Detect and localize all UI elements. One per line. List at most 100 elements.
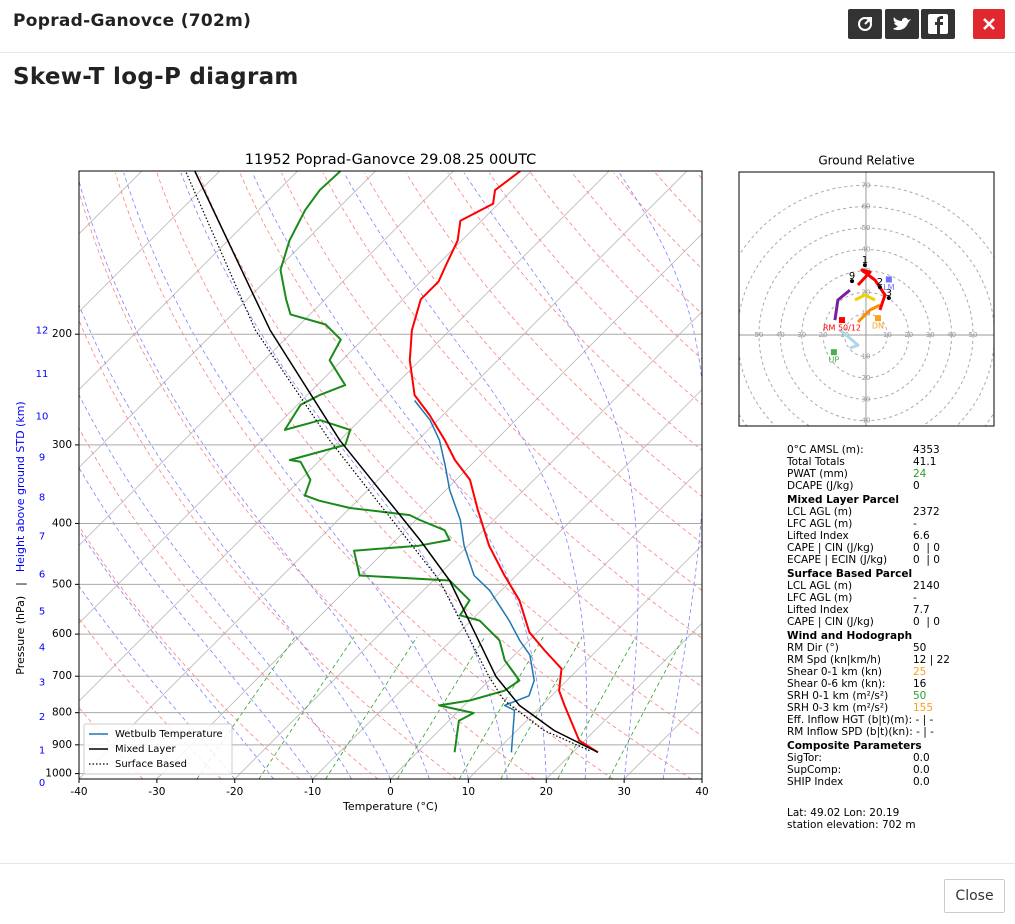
dry-adiabat — [239, 172, 702, 688]
twitter-button[interactable] — [885, 9, 919, 39]
stats-row: Lifted Index 7.7 — [787, 604, 950, 616]
height-point — [850, 279, 855, 284]
hodograph-line — [856, 268, 887, 311]
ring-label: 10 — [862, 352, 871, 360]
hodograph-line — [839, 328, 860, 350]
location-line: Lat: 49.02 Lon: 20.19 — [787, 807, 950, 819]
profile-line — [194, 171, 599, 753]
label-separator: | — [14, 582, 27, 586]
stats-label: LFC AGL (m) — [787, 592, 853, 604]
y-tick-label: 900 — [52, 739, 72, 751]
dry-adiabat — [322, 172, 702, 591]
stats-heading-text: Mixed Layer Parcel — [787, 494, 899, 506]
stats-label: SupComp: — [787, 764, 842, 776]
x-tick-label: -20 — [226, 786, 243, 798]
stats-row: DCAPE (J/kg) 0 — [787, 480, 950, 492]
close-button[interactable]: Close — [944, 879, 1005, 913]
charts: -40 -30 -20 -10 0 10 20 30 402003004005006007008… — [14, 152, 995, 813]
stats-value: 50 — [913, 642, 927, 654]
height-label: 9 — [849, 271, 855, 282]
y-tick-label: 700 — [52, 670, 72, 682]
stats-heading: Surface Based Parcel — [787, 568, 950, 580]
height-tick-label: 9 — [39, 453, 45, 464]
stats-row: LCL AGL (m) 2372 — [787, 506, 950, 518]
stats-label: Lifted Index — [787, 604, 849, 616]
moist-adiabat — [79, 303, 391, 779]
ring-label: 50 — [969, 331, 978, 339]
isotherm — [79, 171, 376, 469]
stats-value: 6.6 — [913, 530, 930, 542]
height-tick-label: 10 — [36, 411, 49, 422]
isotherm — [79, 171, 221, 313]
height-tick-label: 3 — [39, 678, 45, 689]
stats-label: Lifted Index — [787, 530, 849, 542]
stats-label: ECAPE | ECIN (J/kg) — [787, 554, 888, 566]
share-button[interactable] — [848, 9, 882, 39]
legend-label: Wetbulb Temperature — [115, 729, 223, 740]
header-divider — [0, 52, 1015, 53]
stats-row: SRH 0-1 km (m²/s²) 50 — [787, 690, 950, 702]
moist-adiabat — [79, 585, 236, 779]
dry-adiabat — [281, 172, 702, 639]
height-tick-label: 1 — [39, 745, 45, 756]
stats-label: PWAT (mm) — [787, 468, 848, 480]
height-tick-label: 7 — [39, 532, 45, 543]
dry-adiabat — [364, 172, 702, 544]
stats-row: LFC AGL (m) - — [787, 518, 950, 530]
moist-adiabat — [463, 172, 639, 779]
close-icon-button[interactable] — [973, 9, 1005, 39]
motion-marker — [830, 349, 837, 356]
isotherm — [390, 466, 702, 779]
moist-adiabat — [343, 172, 588, 779]
ring-label: 70 — [862, 181, 871, 189]
isotherm — [234, 311, 702, 779]
height-tick-label: 2 — [39, 712, 45, 723]
height-label: 1 — [862, 255, 868, 266]
height-label: Height above ground STD (km) — [14, 401, 27, 572]
ring-label: 40 — [947, 331, 956, 339]
stats-heading-text: Wind and Hodograph — [787, 630, 913, 642]
stats-heading-text: Surface Based Parcel — [787, 568, 913, 580]
legend-label: Mixed Layer — [115, 744, 176, 755]
moist-adiabat — [180, 172, 508, 779]
stats-value: 0.0 — [913, 776, 930, 788]
dry-adiabat — [405, 172, 702, 498]
stats-value: 16 — [913, 678, 927, 690]
footer-divider — [0, 863, 1015, 864]
modal-title: Poprad-Ganovce (702m) — [13, 11, 252, 31]
dry-adiabat — [447, 172, 702, 451]
stats-label: SigTor: — [787, 752, 822, 764]
stats-heading: Composite Parameters — [787, 740, 950, 752]
stats-label: LCL AGL (m) — [787, 580, 853, 592]
profile-line — [184, 171, 590, 752]
height-tick-label: 12 — [36, 325, 49, 336]
stats-label: SRH 0-3 km (m²/s²) — [787, 702, 889, 714]
stats-label: LCL AGL (m) — [787, 506, 853, 518]
ring-label: 20 — [904, 331, 913, 339]
stats-value: - — [913, 518, 917, 530]
plot-frame — [78, 170, 703, 780]
stats-label: 0°C AMSL (m): — [787, 444, 864, 456]
stats-value: 41.1 — [913, 456, 937, 468]
stats-value: 0.0 — [913, 764, 930, 776]
stats-heading: Mixed Layer Parcel — [787, 494, 950, 506]
stats-value: 155 — [913, 702, 934, 714]
moist-adiabat — [79, 393, 352, 779]
isotherm — [79, 171, 454, 547]
moist-adiabat — [252, 172, 547, 779]
height-tick-label: 6 — [39, 570, 45, 581]
stats-row: RM Inflow SPD (b|t)(kn): - | - — [787, 726, 950, 738]
dry-adiabat — [115, 172, 614, 779]
dry-adiabat — [79, 617, 222, 779]
motion-label: LM — [883, 283, 894, 292]
stats-row: LFC AGL (m) - — [787, 592, 950, 604]
facebook-button[interactable] — [921, 9, 955, 39]
isotherm — [79, 171, 610, 702]
height-tick-label: 8 — [39, 493, 45, 504]
y-tick-label: 200 — [52, 328, 72, 340]
pressure-label: Pressure (hPa) — [14, 596, 27, 675]
height-tick-label: 0 — [39, 778, 45, 789]
stats-heading: Wind and Hodograph — [787, 630, 950, 642]
x-tick-label: 0 — [387, 786, 394, 798]
stats-value: 50 — [913, 690, 927, 702]
